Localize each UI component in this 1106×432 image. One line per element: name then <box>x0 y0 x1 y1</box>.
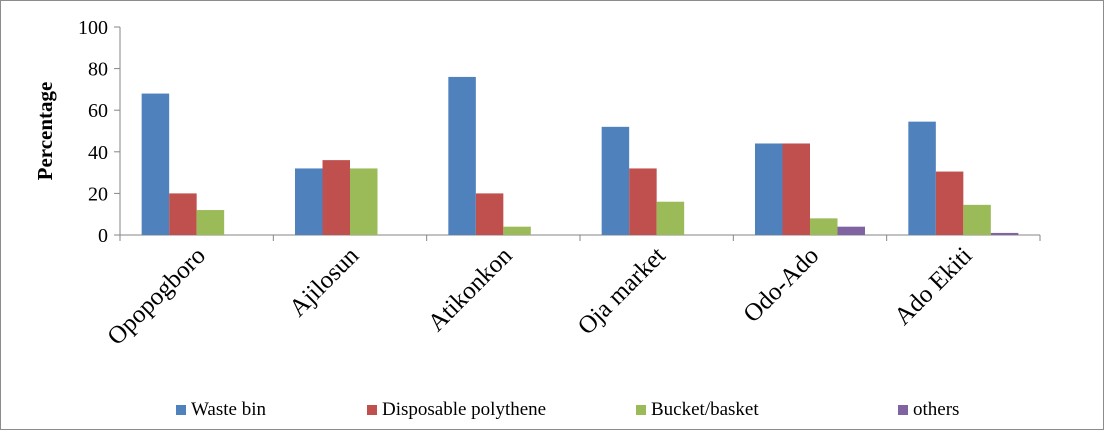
bar <box>448 76 476 235</box>
y-tick-label: 20 <box>88 183 108 205</box>
bar <box>837 226 865 235</box>
bar <box>755 143 783 235</box>
bar <box>295 168 323 235</box>
bar <box>141 93 170 235</box>
legend-label: Disposable polythene <box>382 399 546 420</box>
bar <box>503 226 531 235</box>
bar <box>169 193 197 235</box>
bar <box>350 168 378 235</box>
legend-label: others <box>913 399 959 420</box>
legend-swatch <box>636 405 646 415</box>
y-tick-label: 80 <box>88 59 108 81</box>
bar <box>656 201 685 235</box>
bar <box>935 171 964 235</box>
bar <box>990 232 1019 235</box>
legend-swatch <box>898 405 908 415</box>
category-label: Atikonkon <box>423 242 518 337</box>
bar <box>475 193 504 235</box>
y-axis: 0 20 40 60 80 100 <box>78 17 121 247</box>
category-label: Ajilosun <box>284 242 364 322</box>
y-tick-label: 100 <box>78 17 108 39</box>
bar <box>963 204 991 235</box>
bar <box>322 160 350 235</box>
bar <box>810 218 838 235</box>
bars <box>141 76 1019 235</box>
legend-label: Bucket/basket <box>651 399 759 420</box>
y-tick-label: 40 <box>88 142 108 164</box>
y-tick-label: 0 <box>98 225 108 247</box>
legend-label: Waste bin <box>191 399 266 420</box>
bar <box>908 121 936 235</box>
legend: Waste bin Disposable polythene Bucket/bask… <box>176 399 959 420</box>
legend-swatch <box>176 405 186 415</box>
legend-swatch <box>367 405 377 415</box>
category-label: Ado Ekiti <box>889 242 977 330</box>
bar <box>601 126 630 235</box>
category-label: Opopogboro <box>102 242 210 350</box>
x-axis <box>119 234 1041 241</box>
bar <box>629 168 657 235</box>
y-tick-label: 60 <box>88 100 108 122</box>
y-axis-label: Percentage <box>33 82 57 181</box>
bar <box>782 143 810 235</box>
category-labels: Opopogboro Ajilosun Atikonkon Oja market Odo… <box>102 242 977 351</box>
category-label: Oja market <box>573 242 671 340</box>
bar <box>196 210 225 235</box>
category-label: Odo-Ado <box>738 242 824 328</box>
